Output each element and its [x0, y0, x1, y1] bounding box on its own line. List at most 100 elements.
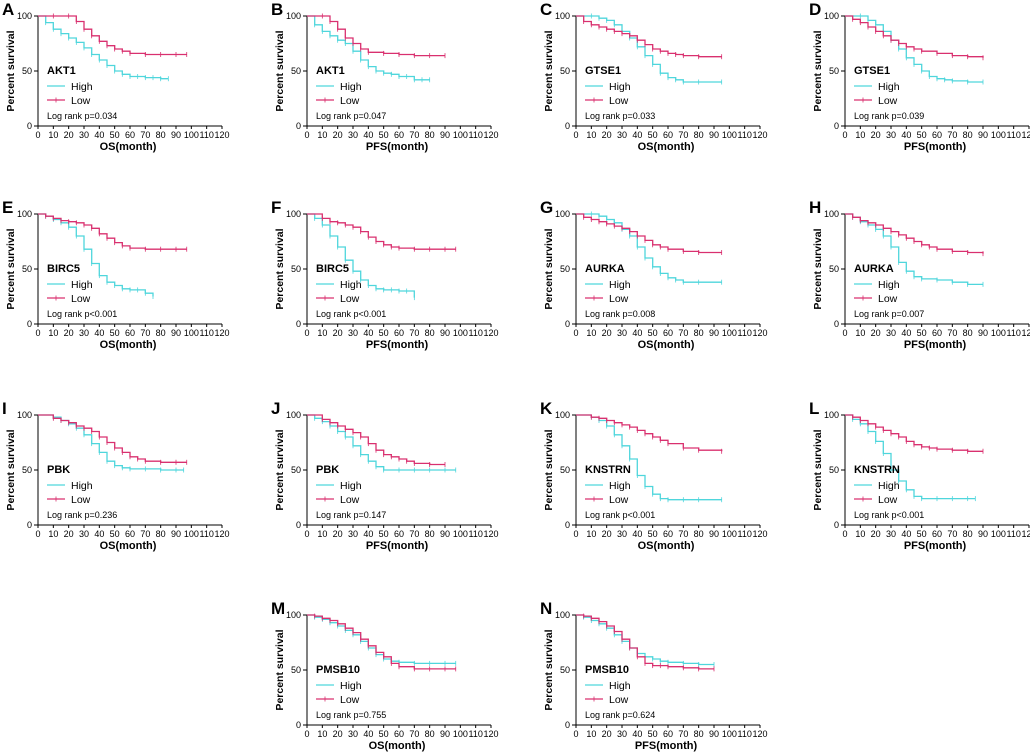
- series-line-low: [307, 15, 445, 57]
- x-tick-label: 10: [48, 130, 58, 140]
- x-tick-label: 10: [586, 328, 596, 338]
- series-line-high: [38, 15, 169, 80]
- log-rank-pvalue: Log rank p=0.034: [47, 111, 117, 121]
- log-rank-pvalue: Log rank p=0.047: [316, 111, 386, 121]
- x-tick-label: 100: [991, 328, 1006, 338]
- legend-label-low: Low: [340, 694, 360, 706]
- x-tick-label: 80: [156, 529, 166, 539]
- x-tick-label: 100: [722, 130, 737, 140]
- y-tick-label: 100: [17, 11, 32, 21]
- x-tick-label: 90: [171, 529, 181, 539]
- legend-label-low: Low: [609, 95, 629, 107]
- log-rank-pvalue: Log rank p=0.007: [854, 309, 924, 319]
- legend-label-high: High: [609, 279, 631, 291]
- y-tick-label: 50: [560, 465, 570, 475]
- y-tick-label: 0: [834, 319, 839, 329]
- x-axis-title: OS(month): [100, 540, 157, 552]
- x-tick-label: 0: [35, 130, 40, 140]
- x-tick-label: 80: [425, 130, 435, 140]
- x-tick-label: 80: [963, 328, 973, 338]
- gene-label: GTSE1: [585, 65, 621, 77]
- y-axis-title: Percent survival: [5, 429, 17, 510]
- x-tick-label: 90: [440, 729, 450, 739]
- x-tick-label: 0: [35, 529, 40, 539]
- x-tick-label: 10: [586, 130, 596, 140]
- y-tick-label: 50: [829, 66, 839, 76]
- x-tick-label: 100: [991, 130, 1006, 140]
- x-tick-label: 50: [648, 729, 658, 739]
- x-tick-label: 80: [425, 328, 435, 338]
- x-tick-label: 40: [94, 130, 104, 140]
- x-tick-label: 110: [199, 130, 213, 140]
- series-line-low: [38, 213, 187, 250]
- series-line-low: [845, 213, 984, 254]
- x-axis-title: PFS(month): [366, 339, 429, 351]
- x-tick-label: 50: [648, 328, 658, 338]
- y-tick-label: 50: [22, 264, 32, 274]
- x-tick-label: 20: [64, 328, 74, 338]
- x-tick-label: 40: [363, 328, 373, 338]
- x-tick-label: 100: [453, 328, 468, 338]
- x-tick-label: 70: [409, 328, 419, 338]
- x-tick-label: 80: [963, 529, 973, 539]
- x-tick-label: 100: [184, 328, 199, 338]
- panel-letter: L: [809, 399, 819, 418]
- x-tick-label: 0: [573, 729, 578, 739]
- y-tick-label: 50: [560, 665, 570, 675]
- x-tick-label: 110: [468, 130, 482, 140]
- legend-label-high: High: [340, 480, 362, 492]
- x-tick-label: 120: [752, 328, 767, 338]
- x-tick-label: 40: [901, 529, 911, 539]
- y-axis-title: Percent survival: [274, 629, 286, 710]
- y-tick-label: 0: [27, 121, 32, 131]
- x-axis-title: PFS(month): [366, 540, 429, 552]
- x-tick-label: 70: [409, 130, 419, 140]
- x-tick-label: 110: [468, 328, 482, 338]
- x-tick-label: 60: [394, 529, 404, 539]
- x-tick-label: 40: [901, 328, 911, 338]
- x-tick-label: 120: [1021, 529, 1030, 539]
- x-tick-label: 100: [453, 529, 468, 539]
- y-tick-label: 0: [27, 520, 32, 530]
- x-tick-label: 60: [663, 529, 673, 539]
- x-tick-label: 110: [468, 729, 482, 739]
- legend-label-high: High: [609, 680, 631, 692]
- x-tick-label: 90: [978, 529, 988, 539]
- panel-letter: E: [2, 198, 13, 217]
- x-tick-label: 0: [842, 328, 847, 338]
- x-tick-label: 70: [140, 130, 150, 140]
- x-tick-label: 120: [1021, 328, 1030, 338]
- legend-label-low: Low: [340, 293, 360, 305]
- x-tick-label: 120: [752, 529, 767, 539]
- gene-label: AKT1: [47, 65, 76, 77]
- x-axis-title: OS(month): [638, 141, 695, 153]
- log-rank-pvalue: Log rank p=0.236: [47, 510, 117, 520]
- series-line-high: [845, 414, 976, 500]
- x-tick-label: 0: [304, 529, 309, 539]
- x-tick-label: 120: [483, 130, 498, 140]
- x-tick-label: 30: [348, 130, 358, 140]
- x-tick-label: 40: [94, 328, 104, 338]
- y-axis-title: Percent survival: [274, 228, 286, 309]
- x-tick-label: 90: [440, 328, 450, 338]
- x-tick-label: 20: [333, 130, 343, 140]
- x-tick-label: 10: [586, 529, 596, 539]
- x-tick-label: 30: [348, 328, 358, 338]
- y-tick-label: 100: [824, 410, 839, 420]
- panel-letter: M: [271, 599, 285, 618]
- x-tick-label: 120: [1021, 130, 1030, 140]
- x-tick-label: 50: [917, 130, 927, 140]
- x-tick-label: 10: [855, 529, 865, 539]
- legend-label-low: Low: [878, 95, 898, 107]
- y-axis-title: Percent survival: [5, 30, 17, 111]
- x-axis-title: OS(month): [638, 339, 695, 351]
- x-tick-label: 50: [379, 529, 389, 539]
- y-axis-title: Percent survival: [812, 228, 824, 309]
- y-tick-label: 50: [560, 264, 570, 274]
- x-tick-label: 30: [617, 529, 627, 539]
- series-line-low: [576, 614, 714, 670]
- x-tick-label: 50: [379, 130, 389, 140]
